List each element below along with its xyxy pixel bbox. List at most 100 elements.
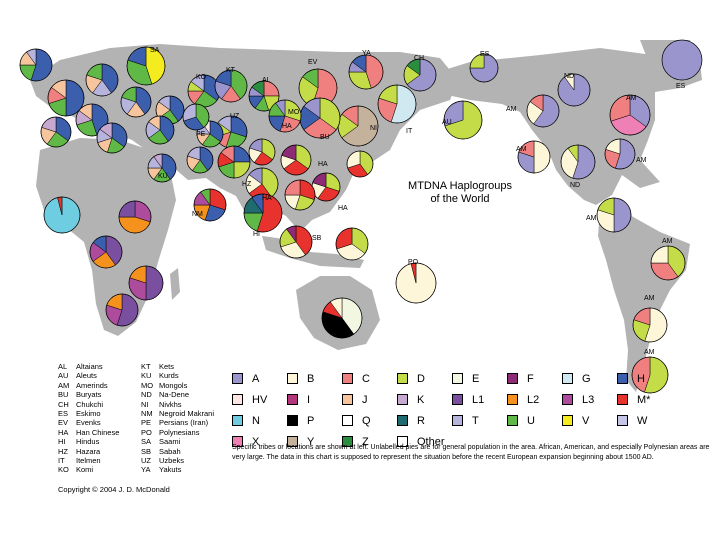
legend-swatch [507,373,518,384]
pie-outline [346,150,374,178]
pie-label: BU [320,134,330,141]
pie-label: ES [676,83,686,90]
abbreviation-row: KU Kurds [141,371,231,380]
pie-label: AM [506,106,517,113]
footnote: Specific tribes or locations are shown a… [232,444,710,461]
abbreviation-code: KU [141,371,152,381]
pie-outline [517,140,551,174]
abbreviation-row: MO Mongols [141,381,231,390]
abbreviation-code: ND [141,390,152,400]
legend-item-z: Z [342,435,369,449]
pie-general-45 [182,103,210,131]
pie-outline [193,188,227,222]
pie-label: AU [442,119,452,126]
legend-label: A [252,373,260,385]
pie-label: AM [636,157,647,164]
pie-outline [217,145,251,179]
pie-po-25 [395,262,437,304]
abbreviation-row: SA Saami [141,437,231,446]
pie-label: SB [312,235,322,242]
pie-outline [120,86,152,118]
legend-swatch [397,373,408,384]
abbreviation-row: ND Na-Dene [141,390,231,399]
map-title-line-2: of the World [430,193,490,205]
legend-item-b: B [287,372,314,386]
legend-swatch [452,415,463,426]
abbreviation-code: HA [58,427,69,437]
pie-ni-11 [337,105,379,147]
pie-outline [75,103,109,137]
pie-general-42 [155,95,185,125]
abbreviation-name: Kets [159,362,175,371]
pie-label: MO [288,109,300,116]
legend-item-k: K [397,393,424,407]
pie-label: KT [226,67,236,74]
pie-general-53 [89,235,123,269]
pie-label: CH [414,55,424,62]
legend-label: Other [417,436,445,448]
pie-label: KO [196,74,207,81]
pie-label: ND [570,182,580,189]
abbreviation-row: ES Eskimo [58,409,148,418]
legend-label: Y [307,436,315,448]
pie-outline [248,80,280,112]
pie-outline [596,197,632,233]
abbreviation-name: Mongols [159,380,188,390]
pie-outline [186,146,214,174]
abbreviation-row: BU Buryats [58,390,148,399]
legend-label: G [582,373,591,385]
legend-item-t: T [452,414,479,428]
pie-outline [604,138,636,170]
abbreviation-name: Yakuts [159,465,182,475]
pie-label: SA [150,47,160,54]
haplogroup-legend: A B C D E F G H HV I J K L1 L2 L3 M* N P Q R T U V W X Y Z Other [232,372,672,448]
pie-general-48 [346,150,374,178]
pie-label: AL [262,77,271,84]
pie-uz-14 [214,115,248,149]
legend-swatch [617,394,628,405]
abbreviation-name: Kurds [159,371,179,381]
abbreviation-code: ES [58,409,69,419]
abbreviation-row: HA Han Chinese [58,428,148,437]
abbreviation-code: CH [58,399,69,409]
legend-swatch [562,373,573,384]
legend-swatch [397,394,408,405]
abbreviation-code: KO [58,465,69,475]
pie-general-47 [284,179,316,211]
pie-outline [557,73,591,107]
pie-general-49 [335,227,369,261]
madagascar [170,268,180,300]
pie-outline [284,179,316,211]
pie-general-43 [40,116,72,148]
pie-outline [105,293,139,327]
legend-item-g: G [562,372,591,386]
abbreviation-name: Negroid Makrani [159,409,215,419]
legend-item-y: Y [287,435,314,449]
abbreviation-row: IT Itelmen [58,456,148,465]
legend-label: X [252,436,260,448]
abbreviation-code: PE [141,418,152,428]
abbreviation-name: Buryats [76,390,102,400]
abbreviation-row: PE Persians (Iran) [141,418,231,427]
abbreviation-name: Itelmen [76,456,101,466]
legend-label: W [637,415,648,427]
abbreviation-row: SB Sabah [141,447,231,456]
legend-swatch [562,415,573,426]
pie-general-55 [105,293,139,327]
pie-general-46 [186,146,214,174]
abbreviation-row: PO Polynesians [141,428,231,437]
legend-swatch [562,394,573,405]
pie-label: KU [158,173,168,180]
pie-outline [526,94,560,128]
pie-am-34 [632,307,668,343]
pie-bu-12 [299,97,341,139]
pie-hi-21 [243,193,283,233]
pie-general-44 [145,115,175,145]
copyright: Copyright © 2004 J. D. McDonald [58,485,170,494]
pie-labels: SA KO KT AL EV YA CH ES ES AU IT NI BU MO UZ HA HA HA HA PE… [150,47,686,356]
pie-outline [377,84,417,124]
pie-outline [469,53,499,83]
legend-item-hv: HV [232,393,267,407]
legend-label: M* [637,394,651,406]
